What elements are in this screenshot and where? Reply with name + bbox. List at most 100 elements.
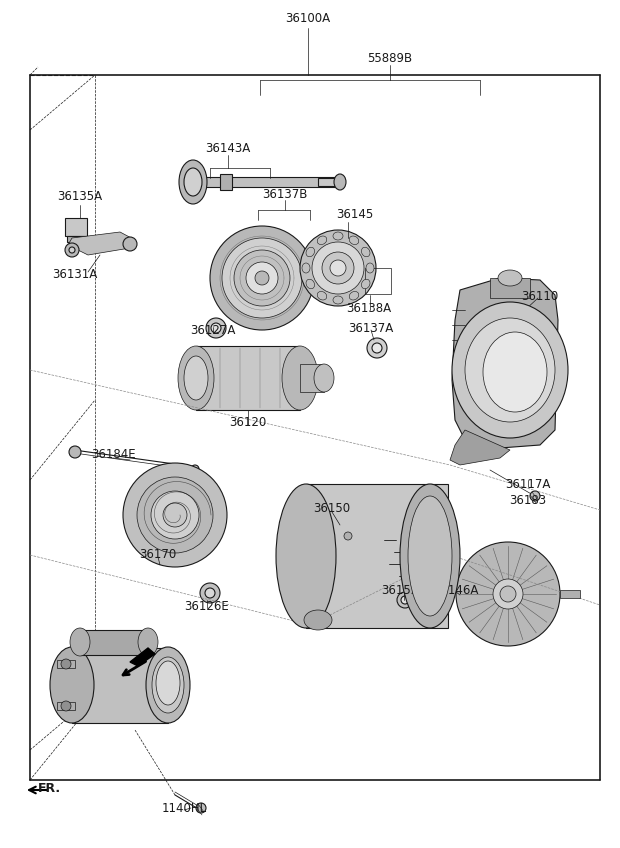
Ellipse shape [330, 260, 346, 276]
Text: 36150: 36150 [314, 501, 350, 515]
Bar [490, 278, 530, 298]
Circle shape [151, 491, 199, 539]
Circle shape [69, 247, 75, 253]
Ellipse shape [333, 296, 343, 304]
Ellipse shape [156, 661, 180, 705]
Ellipse shape [255, 271, 269, 285]
Ellipse shape [300, 230, 376, 306]
Polygon shape [130, 648, 155, 666]
Text: FR.: FR. [38, 783, 61, 795]
Ellipse shape [400, 484, 460, 628]
Bar [80, 630, 148, 655]
Ellipse shape [282, 346, 318, 410]
Ellipse shape [70, 628, 90, 656]
Circle shape [137, 477, 213, 553]
Ellipse shape [210, 226, 314, 330]
Ellipse shape [334, 174, 346, 190]
Circle shape [163, 503, 187, 527]
Text: 36131A: 36131A [52, 269, 97, 282]
Bar [67, 236, 85, 242]
Circle shape [530, 491, 540, 501]
Ellipse shape [184, 168, 202, 196]
Text: 36137A: 36137A [348, 321, 394, 334]
Ellipse shape [312, 242, 364, 294]
Polygon shape [452, 278, 558, 448]
Ellipse shape [222, 238, 302, 318]
Circle shape [211, 323, 221, 333]
Text: 36127A: 36127A [190, 323, 236, 337]
Polygon shape [68, 232, 135, 255]
Circle shape [205, 588, 215, 598]
Circle shape [493, 579, 523, 609]
Ellipse shape [333, 232, 343, 240]
Text: 36120: 36120 [229, 416, 267, 428]
Text: 36146A: 36146A [433, 583, 479, 596]
Ellipse shape [314, 364, 334, 392]
Ellipse shape [498, 270, 522, 286]
Text: 36170: 36170 [140, 549, 177, 561]
Text: 36138A: 36138A [347, 302, 392, 315]
Ellipse shape [452, 302, 568, 438]
Text: 36152B: 36152B [381, 583, 427, 596]
Ellipse shape [234, 250, 290, 306]
Bar [57, 702, 75, 710]
Ellipse shape [302, 263, 310, 273]
Text: 36145: 36145 [337, 208, 374, 220]
Bar [300, 364, 324, 392]
Bar [560, 590, 580, 598]
Circle shape [200, 583, 220, 603]
Ellipse shape [408, 496, 452, 616]
Bar [72, 648, 168, 723]
Ellipse shape [152, 657, 184, 713]
Text: 36126E: 36126E [185, 600, 229, 613]
Circle shape [206, 318, 226, 338]
Ellipse shape [366, 263, 374, 273]
Ellipse shape [50, 647, 94, 723]
Circle shape [456, 542, 560, 646]
Ellipse shape [361, 248, 370, 257]
Bar [306, 484, 448, 628]
Ellipse shape [246, 262, 278, 294]
Ellipse shape [304, 610, 332, 630]
Text: 55889B: 55889B [368, 52, 412, 64]
Text: 36117A: 36117A [505, 477, 551, 490]
Circle shape [401, 596, 409, 604]
Bar [318, 178, 340, 186]
Circle shape [397, 592, 413, 608]
Ellipse shape [465, 318, 555, 422]
Ellipse shape [317, 236, 327, 244]
Bar [196, 346, 300, 410]
Ellipse shape [138, 628, 158, 656]
Bar [65, 218, 87, 236]
Text: 36110: 36110 [521, 289, 559, 303]
Circle shape [61, 659, 71, 669]
Text: 36135A: 36135A [57, 189, 102, 203]
Circle shape [61, 701, 71, 711]
Text: 36183: 36183 [510, 494, 547, 506]
Text: 36137B: 36137B [262, 187, 308, 200]
Text: 36184E: 36184E [91, 449, 135, 461]
Bar [57, 660, 75, 710]
Bar [57, 660, 75, 668]
Ellipse shape [361, 279, 370, 289]
Text: 36143A: 36143A [205, 142, 250, 154]
Text: 36100A: 36100A [285, 12, 330, 25]
Ellipse shape [184, 356, 208, 400]
Ellipse shape [179, 160, 207, 204]
Ellipse shape [349, 292, 359, 300]
Bar [365, 268, 391, 294]
Ellipse shape [317, 292, 327, 300]
Bar [193, 177, 340, 187]
Circle shape [123, 237, 137, 251]
Ellipse shape [306, 279, 314, 289]
Circle shape [191, 465, 199, 473]
Circle shape [367, 338, 387, 358]
Circle shape [500, 586, 516, 602]
Ellipse shape [178, 346, 214, 410]
Ellipse shape [276, 484, 336, 628]
Circle shape [69, 446, 81, 458]
Polygon shape [450, 430, 510, 465]
Ellipse shape [349, 236, 359, 244]
Circle shape [65, 243, 79, 257]
Bar [220, 174, 232, 190]
